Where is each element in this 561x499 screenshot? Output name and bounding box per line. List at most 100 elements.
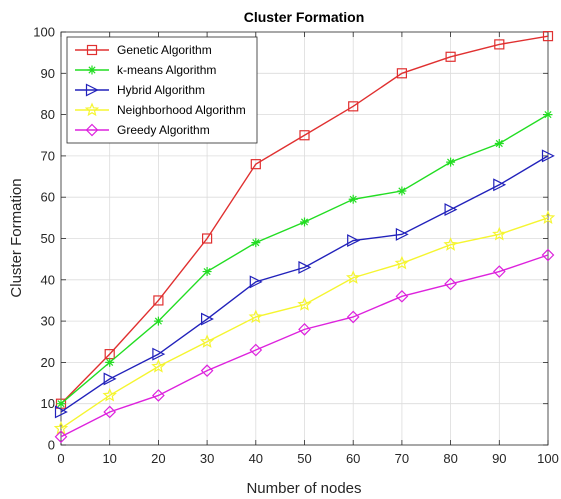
series-line-greedy-algorithm (60, 254, 549, 438)
data-point (54, 405, 68, 419)
axes: 0 10 20 30 40 50 60 70 80 90 100 0 10 20 30 40 50 60 70 80 9… (33, 25, 559, 467)
legend-label: Genetic Algorithm (117, 43, 212, 57)
x-tick-label: 60 (346, 451, 360, 466)
data-point (394, 255, 410, 270)
series-k-means-algorithm (56, 110, 553, 409)
legend-label: Greedy Algorithm (117, 123, 210, 137)
data-point (348, 194, 358, 204)
y-tick-label: 0 (48, 438, 55, 453)
legend-marker (86, 44, 98, 56)
chart-title: Cluster Formation (244, 9, 365, 25)
x-tick-label: 20 (151, 451, 165, 466)
data-point (541, 149, 555, 163)
legend-marker (87, 65, 97, 75)
data-point (395, 227, 409, 241)
legend: Genetic Algorithm k-means Algorithm Hybrid… (66, 36, 258, 144)
data-point (492, 226, 507, 241)
series-genetic-algorithm (55, 31, 554, 409)
x-axis-title: Number of nodes (246, 480, 361, 497)
x-tick-label: 0 (57, 451, 64, 466)
legend-item: Genetic Algorithm (75, 43, 212, 57)
data-point (346, 270, 361, 284)
y-tick-label: 70 (41, 148, 55, 163)
data-point (152, 347, 166, 361)
data-point (300, 217, 309, 227)
data-point (103, 405, 117, 419)
data-point (248, 309, 263, 324)
data-point (348, 101, 359, 112)
data-point (444, 203, 458, 217)
data-point (494, 139, 504, 149)
x-tick-label: 50 (297, 451, 311, 466)
series-group (53, 31, 556, 444)
y-tick-label: 10 (41, 396, 55, 411)
data-point (250, 159, 261, 170)
data-point (298, 323, 311, 336)
legend-item: Greedy Algorithm (75, 123, 210, 137)
data-point (541, 248, 555, 262)
data-point (347, 234, 361, 248)
x-tick-label: 10 (102, 451, 116, 466)
data-point (153, 295, 164, 306)
data-point (542, 31, 554, 42)
legend-marker (84, 102, 100, 117)
data-point (492, 265, 506, 278)
y-tick-label: 90 (41, 66, 55, 81)
data-point (152, 389, 165, 402)
legend-marker (85, 123, 99, 137)
series-line-hybrid-algorithm (60, 155, 549, 413)
y-tick-label: 60 (41, 190, 55, 205)
data-point (200, 364, 214, 378)
data-point (396, 68, 407, 79)
series-line-neighborhood-algorithm (60, 217, 549, 430)
y-axis-title: Cluster Formation (8, 178, 25, 297)
data-point (395, 289, 409, 303)
legend-marker (85, 83, 99, 97)
data-point (249, 275, 263, 289)
y-tick-label: 30 (41, 314, 55, 329)
data-point (494, 39, 505, 50)
data-point (56, 399, 66, 409)
y-tick-label: 40 (41, 272, 55, 287)
legend-label: k-means Algorithm (117, 63, 216, 77)
data-point (153, 316, 163, 326)
data-point (493, 178, 507, 192)
data-point (540, 210, 556, 224)
data-point (543, 110, 553, 120)
x-tick-label: 40 (249, 451, 263, 466)
y-tick-label: 80 (41, 107, 55, 122)
data-point (202, 267, 212, 277)
y-tick-label: 20 (41, 355, 55, 370)
legend-item: k-means Algorithm (75, 63, 216, 77)
x-tick-label: 30 (200, 451, 214, 466)
data-point (202, 233, 213, 244)
series-greedy-algorithm (54, 248, 555, 444)
data-point (251, 238, 261, 248)
data-point (445, 51, 456, 62)
legend-item: Neighborhood Algorithm (75, 102, 246, 117)
x-tick-label: 80 (443, 451, 457, 466)
data-point (54, 430, 68, 444)
data-point (397, 186, 407, 196)
data-point (151, 358, 166, 373)
series-hybrid-algorithm (54, 149, 555, 419)
data-point (249, 343, 263, 357)
data-point (446, 157, 456, 167)
series-line-genetic-algorithm (60, 35, 549, 405)
data-point (102, 387, 117, 402)
data-point (201, 312, 214, 326)
data-point (443, 237, 458, 251)
data-point (297, 297, 312, 311)
legend-item: Hybrid Algorithm (75, 83, 205, 97)
data-point (105, 357, 115, 367)
legend-label: Hybrid Algorithm (117, 83, 205, 97)
legend-label: Neighborhood Algorithm (117, 103, 246, 117)
data-point (299, 130, 310, 141)
data-point (103, 372, 117, 386)
y-tick-label: 50 (41, 231, 55, 246)
x-tick-label: 100 (537, 451, 559, 466)
data-point (298, 260, 312, 274)
x-tick-label: 70 (395, 451, 409, 466)
data-point (444, 277, 457, 291)
